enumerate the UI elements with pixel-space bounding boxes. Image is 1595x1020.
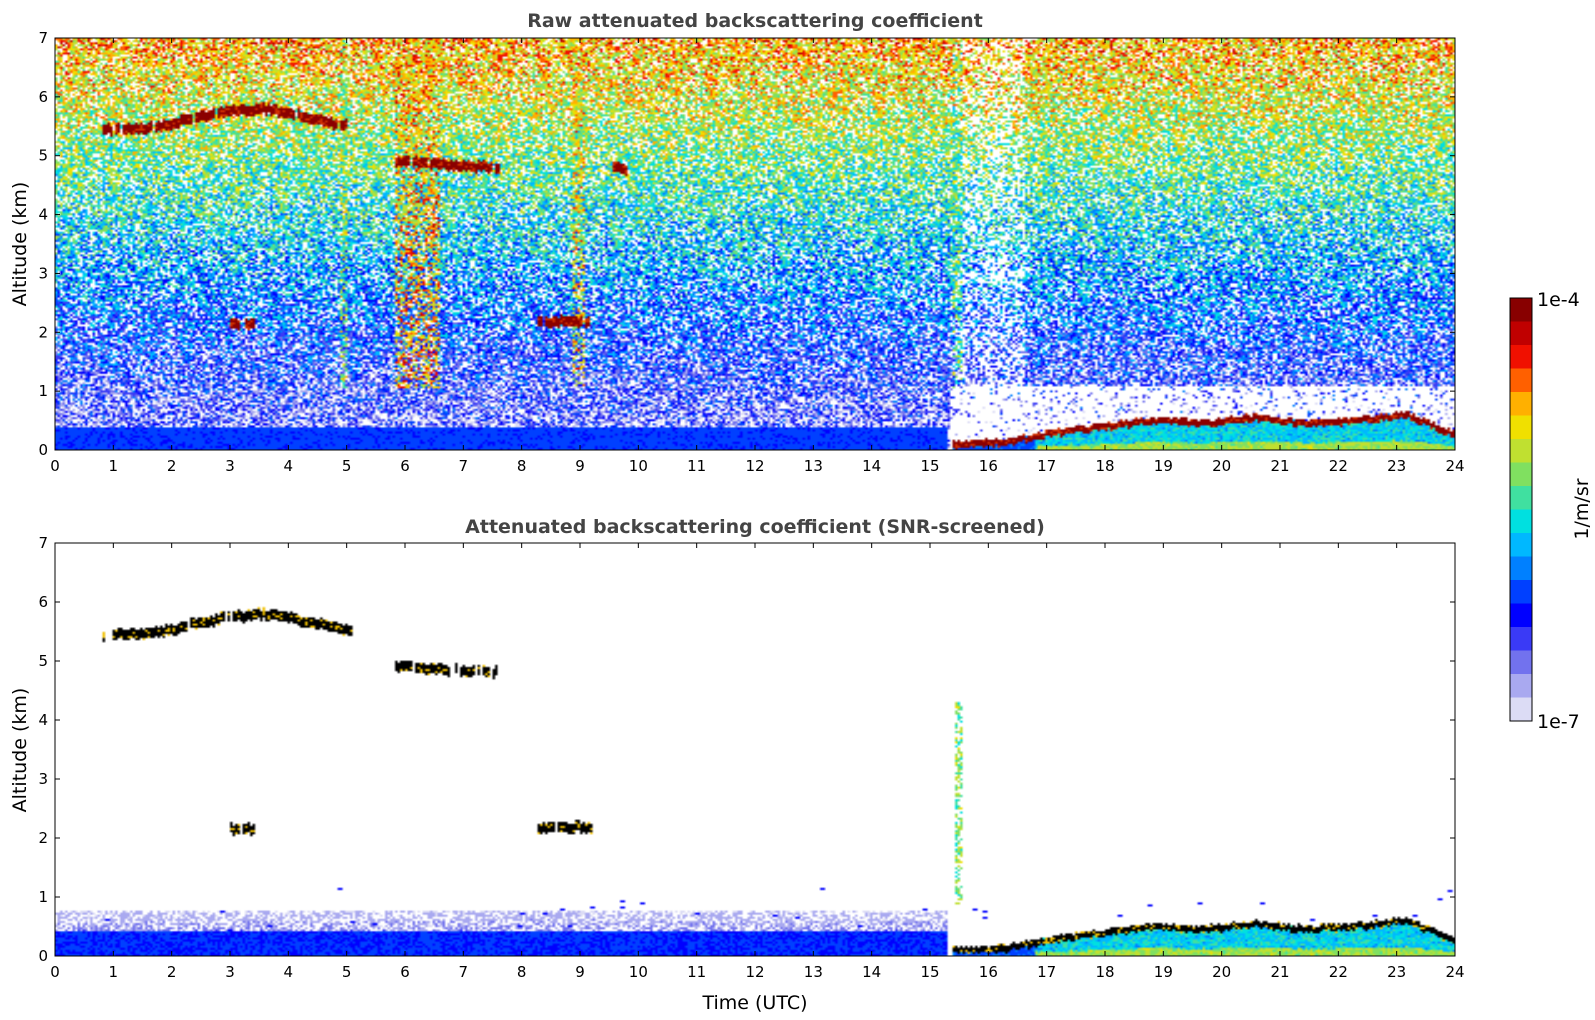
y-tick-label: 3 xyxy=(38,770,48,788)
x-tick-label: 16 xyxy=(979,963,998,981)
x-tick-label: 12 xyxy=(745,963,764,981)
raw-panel-title: Raw attenuated backscattering coefficien… xyxy=(527,10,983,32)
y-tick-label: 5 xyxy=(38,652,48,670)
x-tick-label: 22 xyxy=(1329,457,1348,475)
y-tick-label: 2 xyxy=(38,829,48,847)
x-tick-label: 13 xyxy=(804,457,823,475)
x-tick-label: 16 xyxy=(979,457,998,475)
snr-screened-panel: Attenuated backscattering coefficient (S… xyxy=(9,516,1465,1014)
x-tick-label: 24 xyxy=(1445,963,1464,981)
snr-x-ticks: 0 1 2 3 4 5 6 7 8 9 10 11 12 13 14 15 16 17 18 19 20 21 22 23 24 xyxy=(50,543,1465,981)
colorbar-max-label: 1e-4 xyxy=(1537,289,1580,311)
x-tick-label: 19 xyxy=(1154,963,1173,981)
x-tick-label: 11 xyxy=(687,457,706,475)
x-tick-label: 5 xyxy=(342,457,352,475)
x-tick-label: 10 xyxy=(629,457,648,475)
y-tick-label: 6 xyxy=(38,88,48,106)
x-tick-label: 7 xyxy=(459,457,469,475)
x-tick-label: 23 xyxy=(1387,963,1406,981)
x-tick-label: 8 xyxy=(517,457,527,475)
x-tick-label: 2 xyxy=(167,457,177,475)
x-tick-label: 22 xyxy=(1329,963,1348,981)
x-tick-label: 18 xyxy=(1095,963,1114,981)
y-tick-label: 0 xyxy=(38,441,48,459)
x-tick-label: 9 xyxy=(575,457,585,475)
y-tick-label: 6 xyxy=(38,593,48,611)
x-tick-label: 8 xyxy=(517,963,527,981)
x-tick-label: 12 xyxy=(745,457,764,475)
y-tick-label: 7 xyxy=(38,29,48,47)
x-tick-label: 0 xyxy=(50,457,60,475)
x-tick-label: 4 xyxy=(284,457,294,475)
x-tick-label: 23 xyxy=(1387,457,1406,475)
raw-y-ticks: 0 1 2 3 4 5 6 7 xyxy=(38,29,1455,459)
x-tick-label: 1 xyxy=(109,963,119,981)
snr-y-ticks: 0 1 2 3 4 5 6 7 xyxy=(38,534,1455,965)
x-tick-label: 15 xyxy=(920,457,939,475)
raw-backscatter-image xyxy=(55,38,1455,450)
x-tick-label: 14 xyxy=(862,963,881,981)
y-tick-label: 0 xyxy=(38,947,48,965)
x-tick-label: 21 xyxy=(1270,457,1289,475)
x-tick-label: 20 xyxy=(1212,963,1231,981)
colorbar-unit-label: 1/m/sr xyxy=(1571,478,1593,539)
x-tick-label: 7 xyxy=(459,963,469,981)
x-tick-label: 2 xyxy=(167,963,177,981)
snr-screened-image xyxy=(55,543,1455,956)
x-tick-label: 1 xyxy=(109,457,119,475)
x-tick-label: 10 xyxy=(629,963,648,981)
x-tick-label: 17 xyxy=(1037,457,1056,475)
x-tick-label: 24 xyxy=(1445,457,1464,475)
y-tick-label: 4 xyxy=(38,206,48,224)
x-tick-label: 11 xyxy=(687,963,706,981)
backscatter-texture xyxy=(55,38,1455,450)
x-tick-label: 3 xyxy=(225,963,235,981)
raw-backscatter-panel: Raw attenuated backscattering coefficien… xyxy=(9,10,1465,475)
raw-y-axis-label: Altitude (km) xyxy=(9,182,31,307)
backscatter-texture xyxy=(55,543,1455,956)
x-tick-label: 18 xyxy=(1095,457,1114,475)
colorbar-swatch xyxy=(1509,297,1533,722)
y-tick-label: 3 xyxy=(38,264,48,282)
snr-panel-title: Attenuated backscattering coefficient (S… xyxy=(465,516,1045,538)
x-tick-label: 21 xyxy=(1270,963,1289,981)
y-tick-label: 1 xyxy=(38,888,48,906)
x-tick-label: 17 xyxy=(1037,963,1056,981)
snr-y-axis-label: Altitude (km) xyxy=(9,688,31,813)
raw-x-ticks: 0 1 2 3 4 5 6 7 8 9 10 11 12 13 14 15 16 17 18 19 20 21 22 23 24 xyxy=(50,38,1465,475)
x-tick-label: 6 xyxy=(400,457,410,475)
x-tick-label: 3 xyxy=(225,457,235,475)
x-tick-label: 5 xyxy=(342,963,352,981)
y-tick-label: 7 xyxy=(38,534,48,552)
colorbar: 1e-4 1e-7 1/m/sr xyxy=(1509,289,1593,733)
x-tick-label: 6 xyxy=(400,963,410,981)
x-tick-label: 0 xyxy=(50,963,60,981)
y-tick-label: 2 xyxy=(38,323,48,341)
x-tick-label: 4 xyxy=(284,963,294,981)
x-axis-label: Time (UTC) xyxy=(701,992,807,1014)
y-tick-label: 5 xyxy=(38,147,48,165)
x-tick-label: 15 xyxy=(920,963,939,981)
x-tick-label: 20 xyxy=(1212,457,1231,475)
y-tick-label: 4 xyxy=(38,711,48,729)
y-tick-label: 1 xyxy=(38,382,48,400)
x-tick-label: 13 xyxy=(804,963,823,981)
x-tick-label: 9 xyxy=(575,963,585,981)
x-tick-label: 19 xyxy=(1154,457,1173,475)
x-tick-label: 14 xyxy=(862,457,881,475)
colorbar-min-label: 1e-7 xyxy=(1537,711,1580,733)
